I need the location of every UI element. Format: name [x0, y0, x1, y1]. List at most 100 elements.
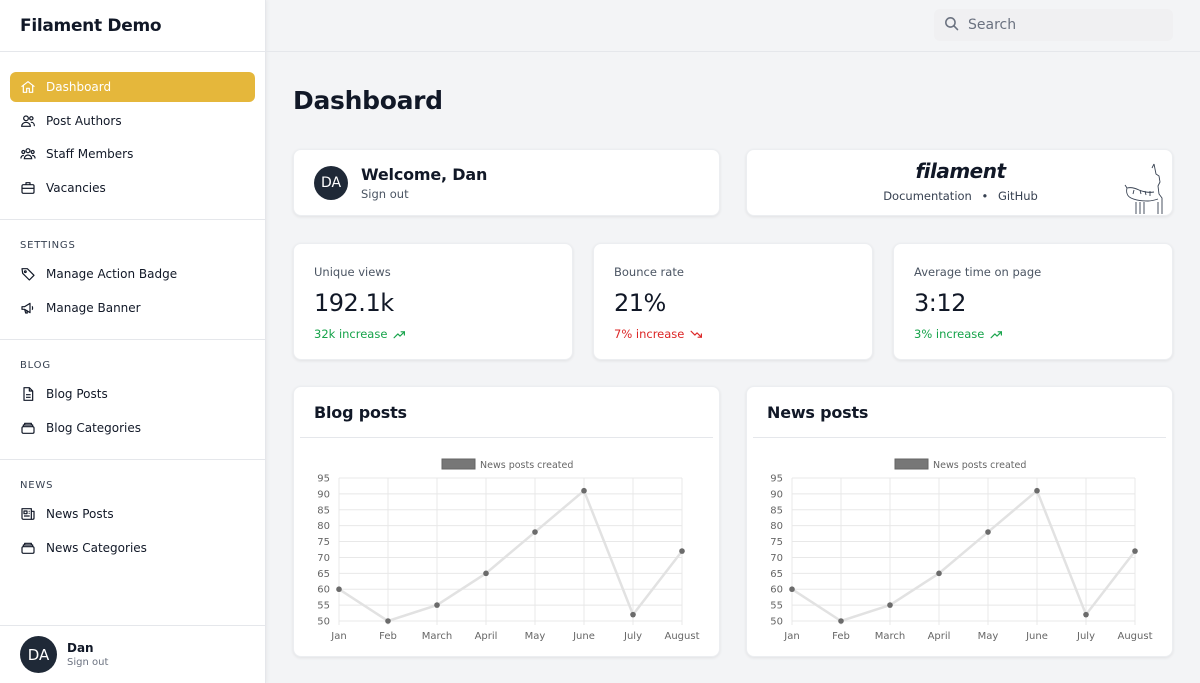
y-tick-label: 80 [770, 521, 783, 532]
stat-delta: 3% increase [914, 327, 1152, 341]
sidebar-item-post-authors[interactable]: Post Authors [10, 106, 255, 136]
data-point [483, 570, 489, 577]
search-input[interactable] [968, 17, 1158, 33]
stat-card-unique-views: Unique views 192.1k 32k increase [293, 243, 573, 360]
stat-card-average-time: Average time on page 3:12 3% increase [893, 243, 1173, 360]
sidebar-item-vacancies[interactable]: Vacancies [10, 173, 255, 203]
avatar[interactable]: DA [20, 636, 57, 673]
x-tick-label: March [875, 631, 905, 642]
y-tick-label: 50 [770, 617, 783, 628]
data-point [434, 602, 440, 608]
data-point [1083, 611, 1089, 618]
home-icon [20, 79, 36, 95]
series-line [791, 488, 1136, 623]
user-group-icon [20, 146, 36, 162]
y-tick-label: 55 [770, 601, 783, 612]
y-tick-label: 95 [317, 474, 330, 485]
account-widget: DA Welcome, Dan Sign out [293, 149, 720, 216]
x-tick-label: June [1025, 631, 1048, 642]
data-point [581, 487, 587, 494]
data-point [887, 602, 893, 608]
sidebar-item-blog-categories[interactable]: Blog Categories [10, 413, 255, 443]
sidebar: Filament Demo Dashboard Post Authors Sta… [0, 0, 266, 683]
filament-logo[interactable]: filament [915, 159, 1006, 183]
welcome-heading: Welcome, Dan [361, 164, 488, 184]
sidebar-item-label: Dashboard [46, 80, 112, 94]
link-separator: • [981, 189, 989, 203]
sidebar-item-news-posts[interactable]: News Posts [10, 499, 255, 529]
legend-label: News posts created [480, 460, 573, 471]
sidebar-item-manage-action-badge[interactable]: Manage Action Badge [10, 259, 255, 289]
stat-delta-text: 7% increase [614, 327, 685, 341]
blog-posts-chart-widget: Blog posts News posts created 50 55 60 65 70 7… [293, 386, 720, 657]
github-link[interactable]: GitHub [997, 189, 1038, 203]
sidebar-divider [0, 219, 265, 220]
tag-icon [20, 266, 36, 282]
x-tick-label: August [665, 631, 700, 642]
chart-title: News posts [753, 387, 1166, 438]
data-point [336, 586, 342, 593]
sidebar-user-menu[interactable]: DA Dan Sign out [0, 625, 266, 683]
page-title: Dashboard [293, 86, 443, 115]
news-posts-chart-widget: News posts News posts created 50 55 60 65 70 7… [746, 386, 1173, 657]
stat-delta-text: 32k increase [314, 327, 388, 341]
blog-posts-chart: News posts created 50 55 60 65 70 75 80 85 90 95 Ja… [317, 458, 700, 642]
documentation-link[interactable]: Documentation [883, 189, 972, 203]
sidebar-item-label: Blog Categories [46, 420, 142, 435]
chart-title: Blog posts [300, 387, 713, 438]
y-tick-label: 60 [770, 585, 783, 596]
y-tick-label: 85 [317, 505, 330, 516]
sidebar-nav: Dashboard Post Authors Staff Members Vac… [0, 52, 265, 563]
filament-mascot-icon [1124, 163, 1163, 214]
y-tick-label: 90 [770, 489, 783, 500]
sidebar-item-label: Vacancies [46, 180, 106, 195]
y-tick-label: 75 [317, 537, 330, 548]
data-point [838, 618, 844, 624]
sidebar-item-label: News Categories [46, 540, 147, 555]
stat-value: 192.1k [314, 289, 394, 317]
sidebar-item-blog-posts[interactable]: Blog Posts [10, 379, 255, 409]
sidebar-item-news-categories[interactable]: News Categories [10, 533, 255, 563]
x-tick-label: July [623, 631, 642, 642]
legend-swatch [894, 458, 929, 470]
stat-delta: 7% increase [614, 327, 852, 341]
stat-label: Bounce rate [614, 265, 684, 279]
stat-delta-text: 3% increase [914, 327, 985, 341]
newspaper-icon [20, 506, 36, 522]
global-search[interactable] [934, 9, 1173, 41]
y-tick-label: 95 [770, 474, 783, 485]
x-tick-label: May [978, 631, 999, 642]
x-tick-label: Feb [832, 631, 850, 642]
x-tick-label: Jan [783, 631, 799, 642]
sidebar-item-label: Blog Posts [46, 387, 108, 401]
sidebar-item-staff-members[interactable]: Staff Members [10, 139, 255, 169]
y-tick-label: 60 [317, 585, 330, 596]
sidebar-item-manage-banner[interactable]: Manage Banner [10, 293, 255, 323]
app-title[interactable]: Filament Demo [0, 0, 265, 52]
trending-up-icon [990, 330, 1003, 338]
x-tick-label: March [422, 631, 452, 642]
data-point [789, 586, 795, 593]
data-point [532, 529, 538, 535]
x-tick-label: July [1076, 631, 1095, 642]
sign-out-link[interactable]: Sign out [67, 657, 109, 668]
y-tick-label: 80 [317, 521, 330, 532]
y-tick-label: 65 [317, 569, 330, 580]
briefcase-icon [20, 180, 36, 196]
sidebar-item-dashboard[interactable]: Dashboard [10, 72, 255, 102]
sidebar-divider [0, 339, 265, 340]
chart-legend: News posts created [441, 458, 573, 471]
x-tick-label: June [572, 631, 595, 642]
y-tick-label: 85 [770, 505, 783, 516]
filament-info-widget: filament Documentation • GitHub [746, 149, 1173, 216]
x-tick-label: Feb [379, 631, 397, 642]
sign-out-link[interactable]: Sign out [361, 186, 409, 201]
chart-legend: News posts created [894, 458, 1026, 471]
x-tick-label: April [928, 631, 951, 642]
search-icon [943, 15, 960, 36]
sidebar-item-label: Manage Action Badge [46, 267, 178, 281]
topbar [266, 0, 1200, 52]
group-title-news: NEWS [20, 480, 54, 491]
sidebar-divider [0, 459, 265, 460]
data-point [1034, 487, 1040, 494]
